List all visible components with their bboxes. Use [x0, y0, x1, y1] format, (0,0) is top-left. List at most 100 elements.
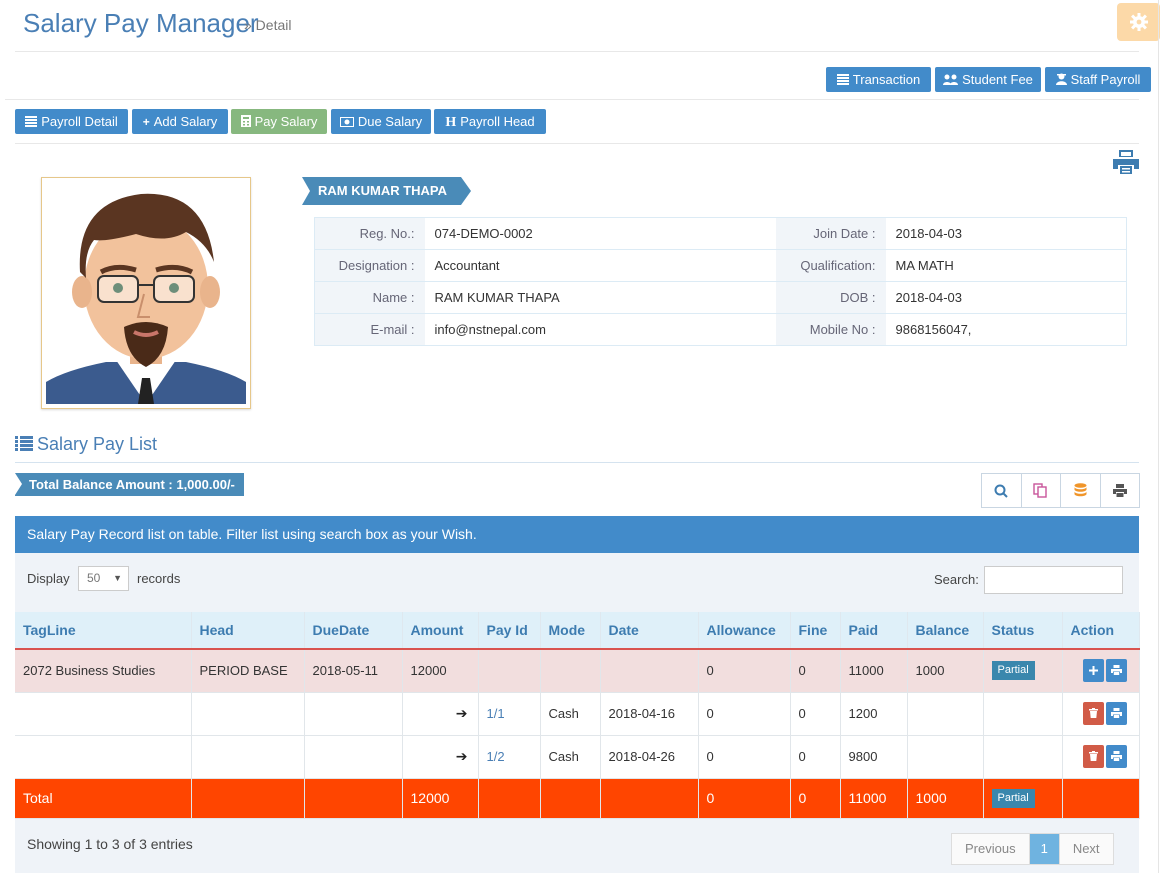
delete-payment-button[interactable] — [1082, 745, 1104, 768]
cell-date — [600, 778, 699, 819]
pay-id-link[interactable]: 1/2 — [486, 749, 505, 764]
cell-allowance: 0 — [698, 692, 791, 736]
payroll-detail-label: Payroll Detail — [41, 114, 118, 129]
join-date-value: 2018-04-03 — [885, 217, 1127, 250]
email-value: info@nstnepal.com — [424, 313, 776, 346]
page-subtitle: » Detail — [244, 17, 292, 33]
cell-paid: 11000 — [840, 649, 908, 693]
payroll-detail-button[interactable]: Payroll Detail — [15, 109, 128, 134]
staff-payroll-label: Staff Payroll — [1070, 72, 1141, 87]
pagination-next[interactable]: Next — [1059, 834, 1113, 864]
cell-paid: 9800 — [840, 735, 908, 779]
export-tool-button[interactable] — [1061, 474, 1101, 507]
print-tool-button[interactable] — [1101, 474, 1140, 507]
qualification-label: Qualification: — [775, 249, 886, 282]
trash-icon — [1088, 751, 1098, 761]
copy-tool-button[interactable] — [1022, 474, 1061, 507]
total-allowance: 0 — [698, 778, 791, 819]
cell-tagline — [15, 692, 192, 736]
cell-head — [191, 735, 305, 779]
cell-status — [983, 735, 1063, 779]
gear-icon — [1129, 13, 1148, 31]
search-icon — [994, 484, 1008, 498]
col-head[interactable]: Head — [191, 612, 305, 650]
section-title: Salary Pay List — [15, 434, 157, 455]
pay-salary-button[interactable]: Pay Salary — [231, 109, 327, 134]
staff-name-ribbon: RAM KUMAR THAPA — [302, 177, 472, 205]
page-size-value: 50 — [87, 571, 101, 585]
total-row: Total 12000 0 0 11000 1000 Partial — [15, 778, 1140, 819]
add-salary-button[interactable]: + Add Salary — [132, 109, 228, 134]
cell-paid: 1200 — [840, 692, 908, 736]
cell-payid — [478, 778, 541, 819]
transaction-label: Transaction — [852, 72, 921, 87]
col-payid[interactable]: Pay Id — [478, 612, 541, 650]
cell-action — [1062, 778, 1140, 819]
cell-head — [191, 692, 305, 736]
page-size-select[interactable]: 50 ▼ — [78, 566, 129, 591]
add-payment-button[interactable] — [1082, 659, 1104, 683]
print-icon — [1110, 708, 1122, 718]
staff-info-table: Reg. No.: 074-DEMO-0002 Join Date : 2018… — [314, 217, 1127, 346]
print-row-button[interactable] — [1105, 659, 1127, 683]
pagination-previous[interactable]: Previous — [952, 834, 1030, 864]
cell-action — [1062, 692, 1140, 736]
payroll-head-label: Payroll Head — [460, 114, 535, 129]
due-salary-label: Due Salary — [357, 114, 423, 129]
table-row: ➔ 1/2 Cash 2018-04-26 0 0 9800 — [15, 735, 1140, 779]
cell-payid — [478, 649, 541, 693]
plus-icon: + — [142, 115, 150, 129]
cell-fine: 0 — [790, 692, 841, 736]
staff-photo — [41, 177, 251, 409]
list-icon — [25, 116, 38, 127]
student-fee-button[interactable]: Student Fee — [935, 67, 1041, 92]
total-label: Total — [15, 778, 192, 819]
records-label: records — [137, 571, 181, 586]
col-allowance[interactable]: Allowance — [698, 612, 791, 650]
table-toolbar — [981, 473, 1140, 508]
pay-id-link[interactable]: 1/1 — [486, 706, 505, 721]
total-balance-badge: Total Balance Amount : 1,000.00/- — [15, 473, 244, 496]
print-row-button[interactable] — [1105, 702, 1127, 725]
calculator-icon — [240, 115, 251, 127]
col-fine[interactable]: Fine — [790, 612, 841, 650]
cell-head: PERIOD BASE — [191, 649, 305, 693]
transaction-button[interactable]: Transaction — [826, 67, 931, 92]
col-action[interactable]: Action — [1062, 612, 1140, 650]
pagination-page-1[interactable]: 1 — [1029, 834, 1060, 864]
col-status[interactable]: Status — [983, 612, 1063, 650]
cell-duedate — [304, 778, 403, 819]
print-icon — [1110, 665, 1122, 676]
payroll-head-button[interactable]: H Payroll Head — [434, 109, 546, 134]
cell-head — [191, 778, 305, 819]
settings-gear-button[interactable] — [1117, 3, 1160, 41]
name-label: Name : — [314, 281, 425, 314]
col-mode[interactable]: Mode — [540, 612, 601, 650]
email-label: E-mail : — [314, 313, 425, 346]
search-input[interactable] — [984, 566, 1123, 594]
dob-value: 2018-04-03 — [885, 281, 1127, 314]
col-paid[interactable]: Paid — [840, 612, 908, 650]
cell-balance: 1000 — [907, 649, 984, 693]
divider — [5, 99, 1139, 100]
cell-payid: 1/2 — [478, 735, 541, 779]
caret-down-icon: ▼ — [113, 573, 122, 583]
divider — [15, 462, 1139, 463]
qualification-value: MA MATH — [885, 249, 1127, 282]
cell-balance — [907, 692, 984, 736]
col-date[interactable]: Date — [600, 612, 699, 650]
print-row-button[interactable] — [1105, 745, 1127, 768]
staff-payroll-button[interactable]: Staff Payroll — [1045, 67, 1151, 92]
entries-info: Showing 1 to 3 of 3 entries — [27, 836, 193, 852]
col-balance[interactable]: Balance — [907, 612, 984, 650]
delete-payment-button[interactable] — [1082, 702, 1104, 725]
col-duedate[interactable]: DueDate — [304, 612, 403, 650]
h-icon: H — [445, 115, 457, 130]
designation-label: Designation : — [314, 249, 425, 282]
reg-no-label: Reg. No.: — [314, 217, 425, 250]
col-tagline[interactable]: TagLine — [15, 612, 192, 650]
search-tool-button[interactable] — [982, 474, 1022, 507]
due-salary-button[interactable]: Due Salary — [331, 109, 431, 134]
print-button[interactable] — [1113, 150, 1139, 176]
col-amount[interactable]: Amount — [402, 612, 479, 650]
